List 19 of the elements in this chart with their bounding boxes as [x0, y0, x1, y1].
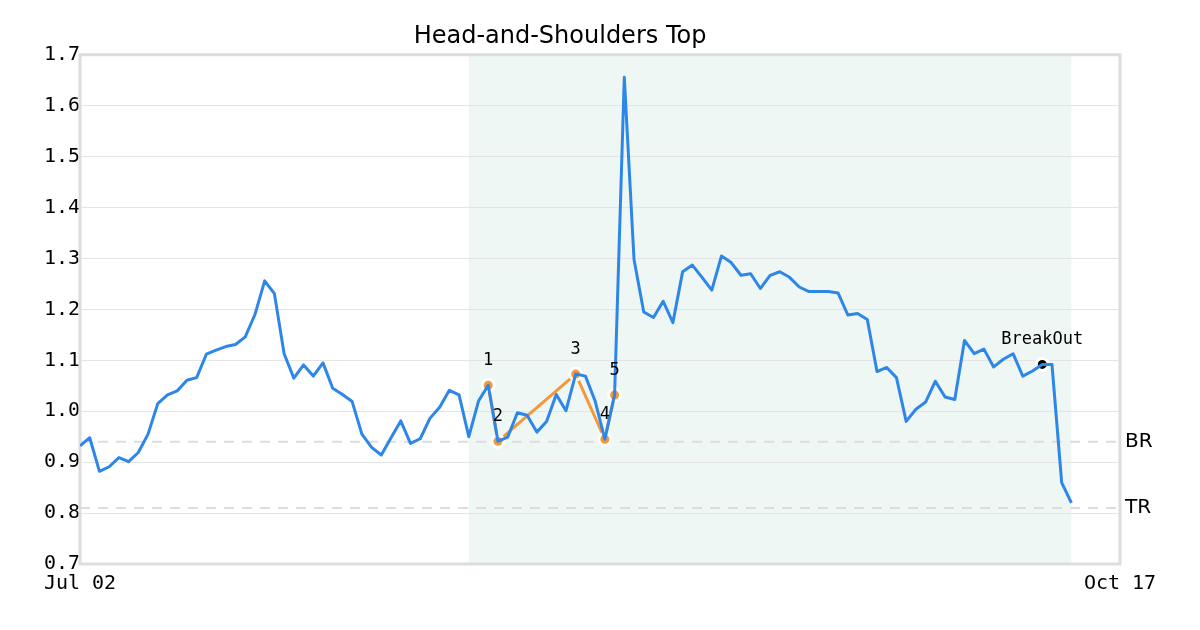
- y-tick-label: 1.2: [43, 295, 80, 320]
- chart-title: Head-and-Shoulders Top: [413, 20, 707, 49]
- annotation: BreakOut: [1001, 328, 1084, 349]
- annotation: 3: [570, 337, 581, 358]
- y-tick-label: 1.6: [43, 91, 80, 116]
- ref-line-label: TR: [1124, 494, 1152, 519]
- annotation: 4: [599, 403, 610, 424]
- y-tick-label: 1.0: [43, 397, 80, 422]
- y-tick-label: 1.3: [43, 244, 80, 269]
- ref-line-label: BR: [1125, 428, 1153, 452]
- annotation: 2: [492, 405, 504, 426]
- annotation: 1: [483, 349, 494, 370]
- y-tick-label: 0.8: [43, 499, 80, 524]
- y-tick-label: 1.4: [43, 193, 80, 218]
- y-tick-label: 1.5: [43, 142, 80, 167]
- y-tick-label: 1.7: [43, 41, 80, 65]
- y-tick-label: 1.1: [43, 346, 80, 371]
- y-tick-label: 0.9: [43, 448, 80, 473]
- x-tick-label: Oct 17: [1083, 570, 1157, 595]
